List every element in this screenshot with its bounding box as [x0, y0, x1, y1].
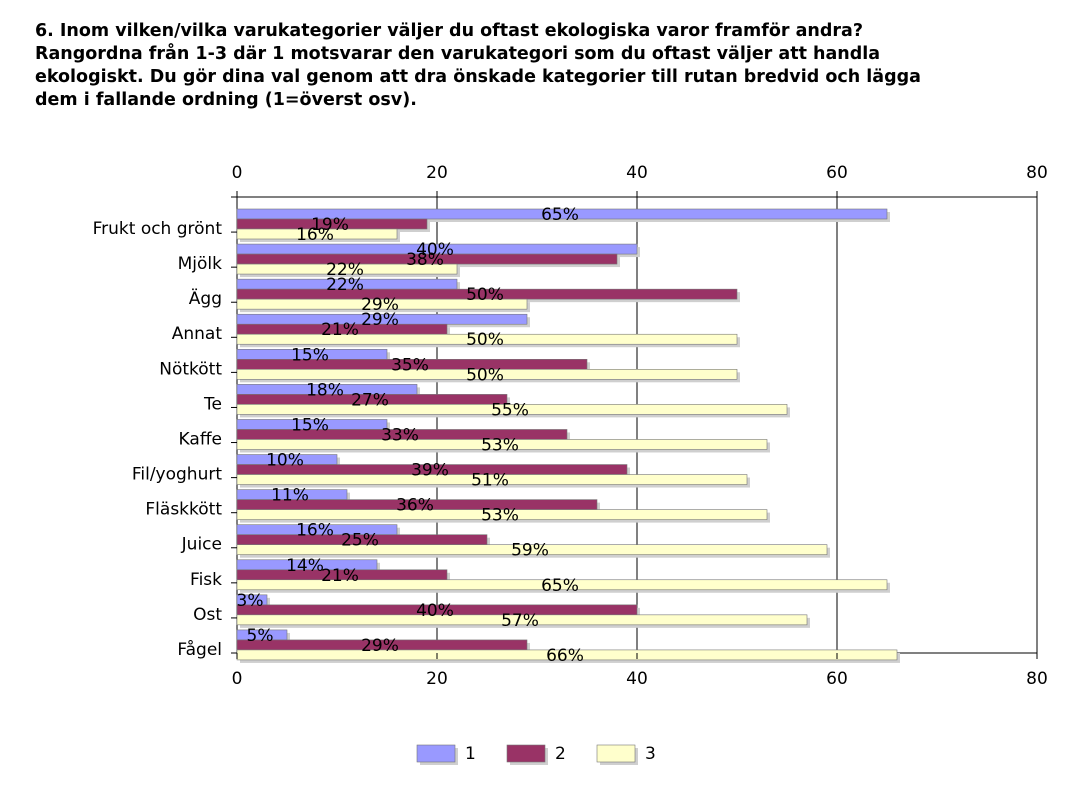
category-label: Fil/yoghurt	[132, 465, 223, 485]
bar-series-3	[236, 369, 738, 380]
category-label: Ägg	[189, 288, 222, 309]
bar-data-label: 57%	[501, 611, 539, 631]
bars-layer	[236, 208, 900, 663]
bar-data-label: 18%	[306, 380, 344, 400]
bar-data-label: 50%	[466, 330, 504, 350]
bar-series-3	[236, 404, 788, 415]
bar-data-label: 5%	[247, 626, 274, 646]
bar-data-label: 16%	[296, 521, 334, 541]
bar-series-3	[236, 474, 748, 485]
x-tick-label-bottom: 40	[626, 669, 648, 689]
bar-data-label: 21%	[321, 320, 359, 340]
bar-data-label: 39%	[411, 461, 449, 481]
bar-data-label: 29%	[361, 295, 399, 315]
bar-data-label: 15%	[291, 345, 329, 365]
bar-series-3	[236, 263, 458, 275]
bar-data-label: 3%	[237, 591, 264, 611]
bar-series-3	[236, 614, 808, 626]
bar-series-1	[236, 208, 888, 220]
question-title: 6. Inom vilken/vilka varukategorier välj…	[35, 21, 921, 110]
bar-data-label: 50%	[466, 365, 504, 385]
x-tick-label-bottom: 60	[826, 669, 848, 689]
category-label: Fisk	[190, 570, 222, 590]
category-label: Kaffe	[179, 429, 222, 449]
bar-data-label: 53%	[481, 506, 519, 526]
bar-series-3	[236, 333, 738, 345]
bar-data-label: 55%	[491, 400, 529, 420]
category-label: Fågel	[177, 639, 222, 660]
labels-layer: 65%19%16%40%38%22%22% 50%29%29%21% 50%15% 3…	[237, 205, 584, 666]
category-label: Juice	[181, 535, 222, 555]
bar-data-label: 22%	[326, 260, 364, 280]
bar-data-label: 51%	[471, 471, 509, 491]
bar-series-3	[236, 298, 528, 310]
x-tick-label-top: 20	[426, 163, 448, 183]
category-label: Fläskkött	[145, 500, 222, 520]
bar-series-3	[236, 439, 768, 450]
legend-swatch-2	[506, 744, 546, 763]
bar-series-3	[236, 544, 828, 555]
x-tick-label-top: 0	[232, 163, 243, 183]
bar-data-label: 50%	[466, 285, 504, 305]
legend-label: 3	[645, 744, 656, 764]
bar-data-label: 40%	[416, 240, 454, 260]
bar-data-label: 33%	[381, 425, 419, 445]
category-label: Ost	[193, 605, 222, 625]
bar-data-label: 29%	[361, 636, 399, 656]
axis-layer: 0 0 20 20 40 40 60 60 80 80 Frukt och grönt Mjölk Äg…	[93, 163, 1048, 689]
bar-data-label: 38%	[406, 250, 444, 270]
bar-data-label: 59%	[511, 541, 549, 561]
bar-data-label: 29%	[361, 310, 399, 330]
x-tick-label-top: 40	[626, 163, 648, 183]
bar-series-3	[236, 228, 398, 240]
bar-data-label: 19%	[311, 215, 349, 235]
bar-data-label: 35%	[391, 355, 429, 375]
bar-data-label: 25%	[341, 531, 379, 551]
bar-data-label: 40%	[416, 601, 454, 621]
category-label: Frukt och grönt	[93, 219, 223, 239]
category-label: Mjölk	[178, 254, 223, 274]
legend: 1 2 3	[416, 744, 656, 765]
x-tick-label-bottom: 0	[232, 669, 243, 689]
bar-data-label: 65%	[541, 205, 579, 225]
bar-data-label: 36%	[396, 496, 434, 516]
bar-data-label: 22%	[326, 275, 364, 295]
category-label: Te	[203, 394, 222, 414]
category-label: Nötkött	[159, 359, 222, 379]
bar-data-label: 16%	[296, 225, 334, 245]
x-tick-label-top: 80	[1026, 163, 1048, 183]
bar-data-label: 27%	[351, 390, 389, 410]
x-tick-label-bottom: 80	[1026, 669, 1048, 689]
bar-data-label: 21%	[321, 566, 359, 586]
bar-data-label: 15%	[291, 415, 329, 435]
legend-swatch-3	[596, 744, 636, 763]
bar-data-label: 11%	[271, 486, 309, 506]
bar-data-label: 14%	[286, 556, 324, 576]
legend-label: 1	[465, 744, 476, 764]
bar-data-label: 10%	[266, 451, 304, 471]
x-tick-label-top: 60	[826, 163, 848, 183]
bar-data-label: 53%	[481, 435, 519, 455]
legend-swatch-1	[416, 744, 456, 763]
legend-label: 2	[555, 744, 566, 764]
bar-series-3	[236, 579, 888, 591]
bar-series-3	[236, 509, 768, 520]
category-label: Annat	[172, 324, 223, 344]
bar-data-label: 66%	[546, 646, 584, 666]
bar-data-label: 65%	[541, 576, 579, 596]
x-tick-label-bottom: 20	[426, 669, 448, 689]
